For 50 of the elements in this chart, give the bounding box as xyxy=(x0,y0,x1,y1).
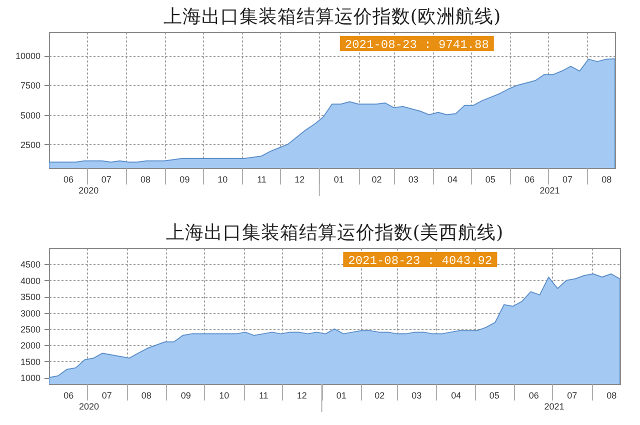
x-tick-label: 02 xyxy=(372,174,382,184)
x-tick-label: 06 xyxy=(64,390,74,400)
x-tick-label: 01 xyxy=(336,390,346,400)
y-tick-label: 2000 xyxy=(20,340,40,351)
x-tick-label: 07 xyxy=(101,174,112,184)
x-tick-label: 03 xyxy=(412,390,422,400)
x-tick-label: 10 xyxy=(219,390,230,400)
y-tick-label: 4500 xyxy=(20,260,40,270)
x2-tick-label: 2020 xyxy=(78,186,99,196)
y-tick-label: 5000 xyxy=(20,110,40,120)
x-tick-label: 08 xyxy=(602,174,612,184)
y-tick-label: 1500 xyxy=(20,356,40,367)
y-tick-label: 7500 xyxy=(20,80,40,91)
x-tick-label: 06 xyxy=(63,174,74,184)
x-tick-label: 12 xyxy=(294,174,305,184)
annotation: 2021-08-23 : 4043.92 xyxy=(348,254,492,268)
x-tick-label: 11 xyxy=(257,174,266,184)
x-tick-label: 08 xyxy=(141,390,152,400)
y-tick-label: 3000 xyxy=(20,308,40,318)
x-tick-label: 11 xyxy=(258,390,268,400)
x-tick-label: 07 xyxy=(562,174,572,184)
annotation: 2021-08-23 : 9741.88 xyxy=(344,38,489,52)
chart-title: 上海出口集装箱结算运价指数(美西航线) xyxy=(166,222,504,244)
x2-tick-label: 2020 xyxy=(78,402,100,412)
x2-tick-label: 2021 xyxy=(544,402,564,412)
x2-tick-label: 2021 xyxy=(540,186,560,196)
y-tick-label: 3500 xyxy=(20,292,40,302)
x-tick-label: 05 xyxy=(485,174,496,184)
x-tick-label: 06 xyxy=(528,390,539,400)
x-tick-label: 01 xyxy=(334,174,344,184)
x-tick-label: 09 xyxy=(180,390,191,400)
x-tick-label: 07 xyxy=(102,390,112,400)
x-tick-label: 02 xyxy=(374,390,385,400)
x-tick-label: 12 xyxy=(296,390,307,400)
x-tick-label: 10 xyxy=(218,174,228,184)
x-tick-label: 08 xyxy=(140,174,151,184)
x-tick-label: 06 xyxy=(524,174,535,184)
y-tick-label: 2500 xyxy=(20,140,40,150)
chart-title: 上海出口集装箱结算运价指数(欧洲航线) xyxy=(163,6,501,28)
y-tick-label: 10000 xyxy=(15,51,40,62)
y-tick-label: 2500 xyxy=(20,324,40,334)
y-tick-label: 4000 xyxy=(20,276,40,286)
x-tick-label: 09 xyxy=(180,174,190,184)
x-tick-label: 07 xyxy=(567,390,578,400)
x-tick-label: 04 xyxy=(448,174,458,184)
y-tick-label: 1000 xyxy=(20,373,40,384)
x-tick-label: 03 xyxy=(408,174,418,184)
x-tick-label: 08 xyxy=(606,390,617,400)
x-tick-label: 05 xyxy=(489,390,500,400)
x-tick-label: 04 xyxy=(451,390,462,400)
